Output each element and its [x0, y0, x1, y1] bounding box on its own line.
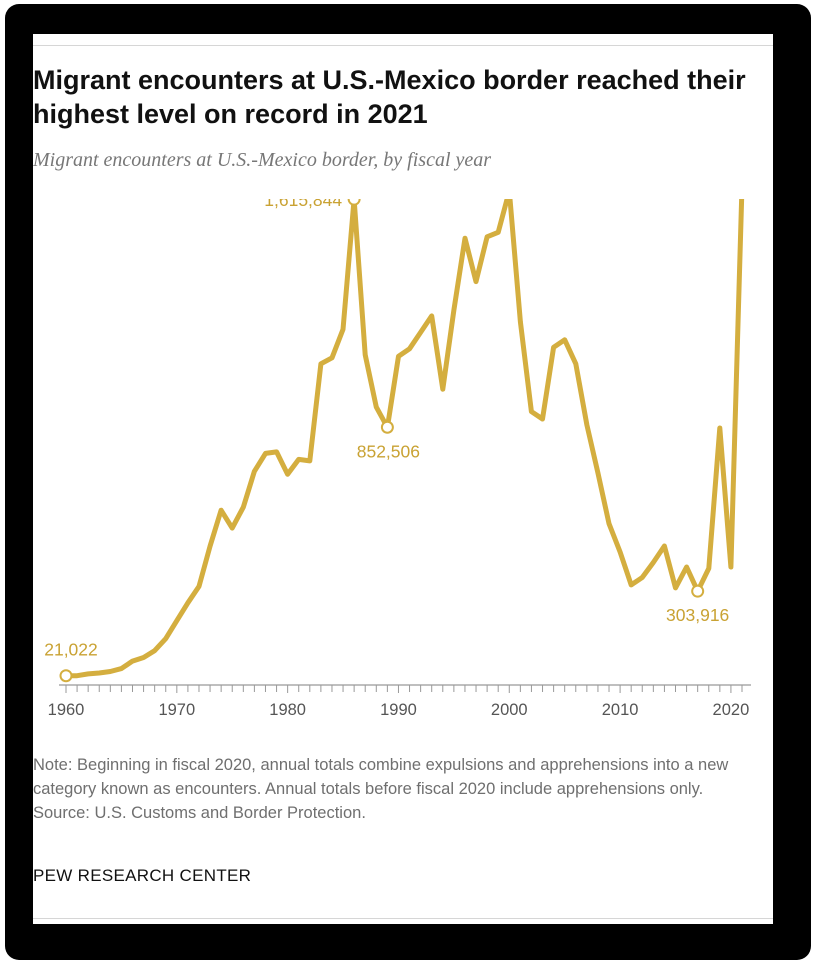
footnotes: Note: Beginning in fiscal 2020, annual t…	[33, 753, 768, 825]
x-tick-label: 1980	[269, 701, 306, 719]
chart-title: Migrant encounters at U.S.-Mexico border…	[33, 65, 746, 129]
annotation-marker	[691, 584, 705, 598]
bottom-rule	[33, 918, 773, 919]
series-layer	[63, 199, 745, 679]
note-text: Note: Beginning in fiscal 2020, annual t…	[33, 756, 729, 798]
x-tick-label: 2020	[713, 701, 750, 719]
x-axis: 1960 1970 1980 1990 2000 2010 2020	[48, 684, 751, 719]
encounters-line	[63, 199, 745, 679]
annotation-label: 1,615,844	[264, 199, 342, 210]
annotation-marker	[347, 199, 361, 206]
x-tick-label: 1960	[48, 701, 85, 719]
annotation-marker	[59, 669, 73, 683]
source-text: Source: U.S. Customs and Border Protecti…	[33, 804, 366, 822]
annotation-marker	[380, 420, 394, 434]
line-chart: 1960 1970 1980 1990 2000 2010 2020 21,022 1,615…	[44, 199, 751, 719]
top-rule	[33, 45, 773, 46]
chart-card: Migrant encounters at U.S.-Mexico border…	[33, 34, 773, 924]
annotation-label: 303,916	[666, 605, 729, 625]
chart-subtitle: Migrant encounters at U.S.-Mexico border…	[33, 149, 492, 171]
annotation-label: 852,506	[357, 441, 420, 461]
brand-logo-text: PEW RESEARCH CENTER	[33, 866, 252, 885]
x-tick-label: 1970	[158, 701, 195, 719]
x-tick-label: 1990	[380, 701, 417, 719]
x-tick-label: 2010	[602, 701, 639, 719]
annotation-label: 21,022	[44, 640, 98, 660]
annotation-layer: 21,0221,615,844852,5061,643,679303,9161,…	[44, 199, 729, 683]
x-tick-label: 2000	[491, 701, 528, 719]
